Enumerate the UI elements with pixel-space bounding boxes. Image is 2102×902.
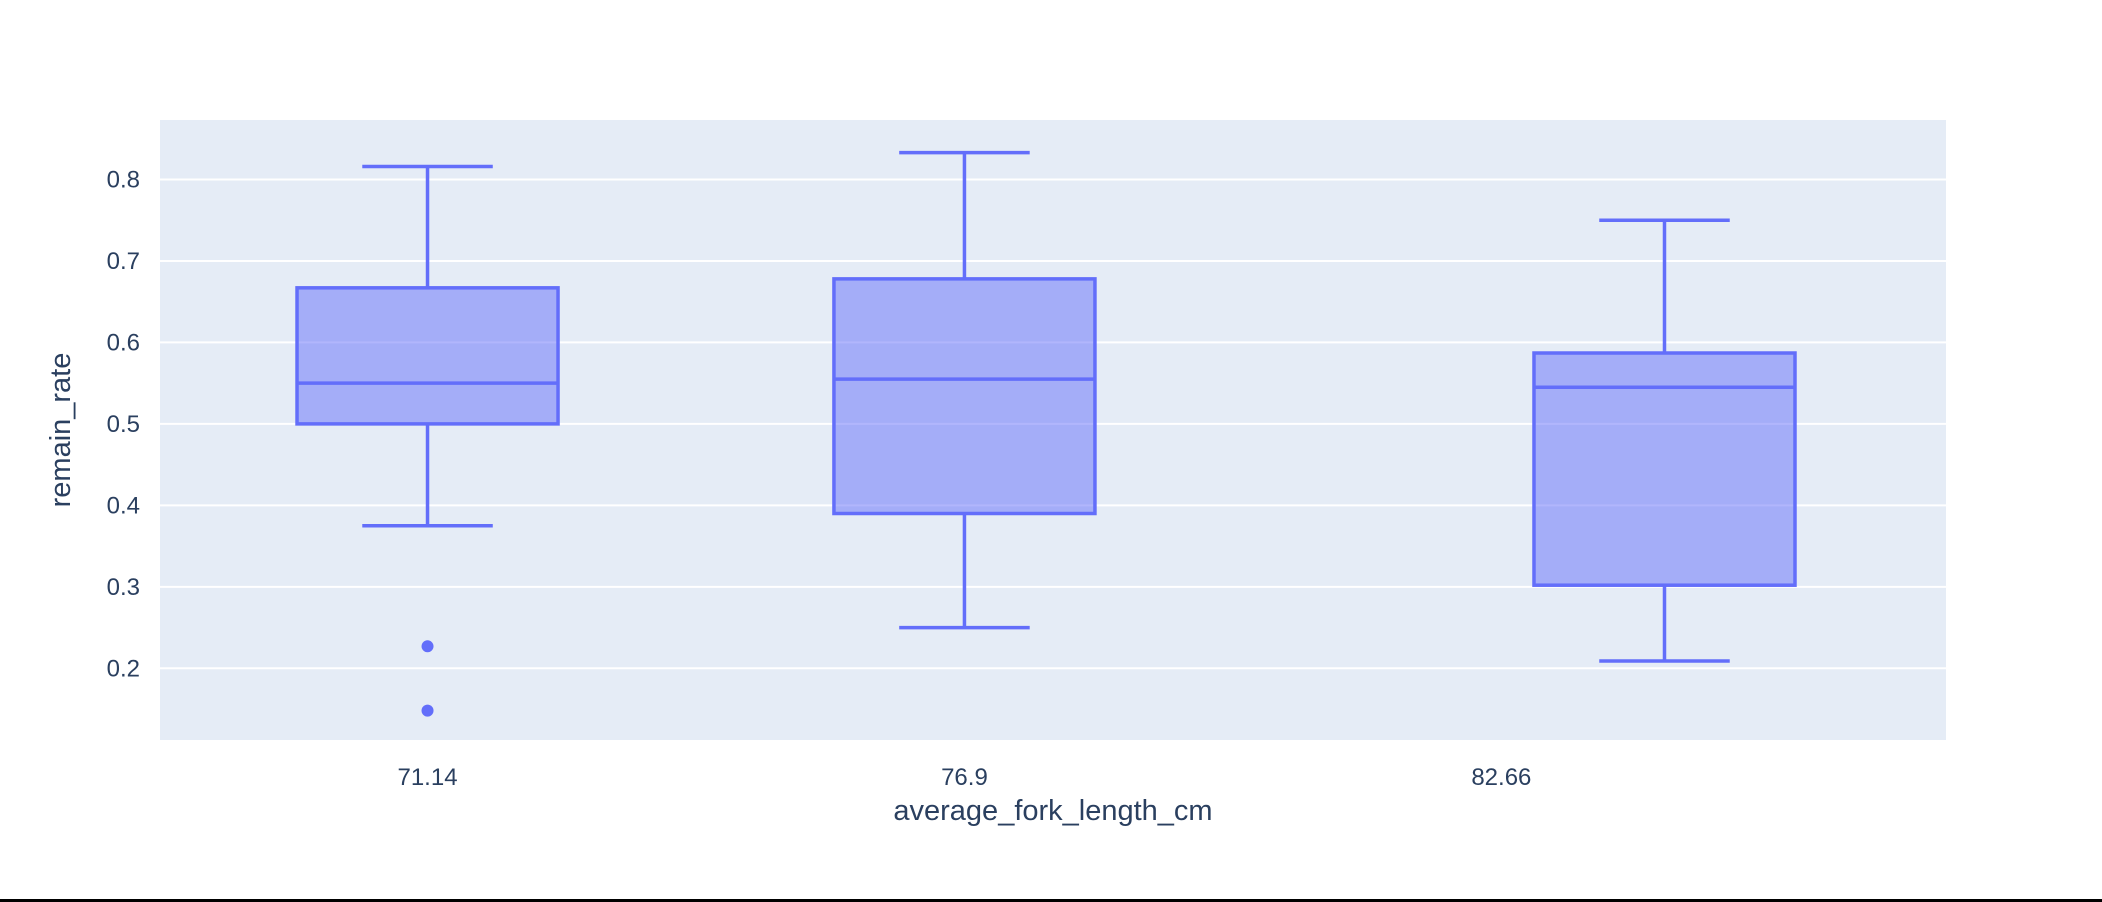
y-axis-ticks: 0.2 0.3 0.4 0.5 0.6 0.7 0.8	[107, 166, 140, 682]
y-tick-label: 0.2	[107, 655, 140, 682]
y-tick-label: 0.3	[107, 574, 140, 601]
box-3	[1532, 218, 1797, 663]
y-tick-label: 0.6	[107, 329, 140, 356]
x-tick-label: 82.66	[1471, 764, 1531, 791]
x-tick-label: 71.14	[397, 764, 457, 791]
y-axis-title: remain_rate	[45, 353, 77, 508]
outlier-point	[421, 640, 434, 653]
iqr-box	[295, 286, 560, 426]
x-tick-label: 76.9	[941, 764, 988, 791]
box-2	[832, 150, 1097, 630]
y-tick-label: 0.5	[107, 411, 140, 438]
outlier-point	[421, 704, 434, 717]
box-series	[295, 150, 1797, 717]
box-1	[295, 164, 560, 717]
x-axis-ticks: 71.14 76.9 82.66	[397, 764, 1531, 791]
x-axis-title: average_fork_length_cm	[893, 795, 1212, 827]
iqr-box	[832, 277, 1097, 516]
y-tick-label: 0.7	[107, 248, 140, 275]
y-tick-label: 0.8	[107, 166, 140, 193]
bottom-border-line	[0, 899, 2102, 902]
iqr-box	[1532, 351, 1797, 587]
y-tick-label: 0.4	[107, 492, 140, 519]
